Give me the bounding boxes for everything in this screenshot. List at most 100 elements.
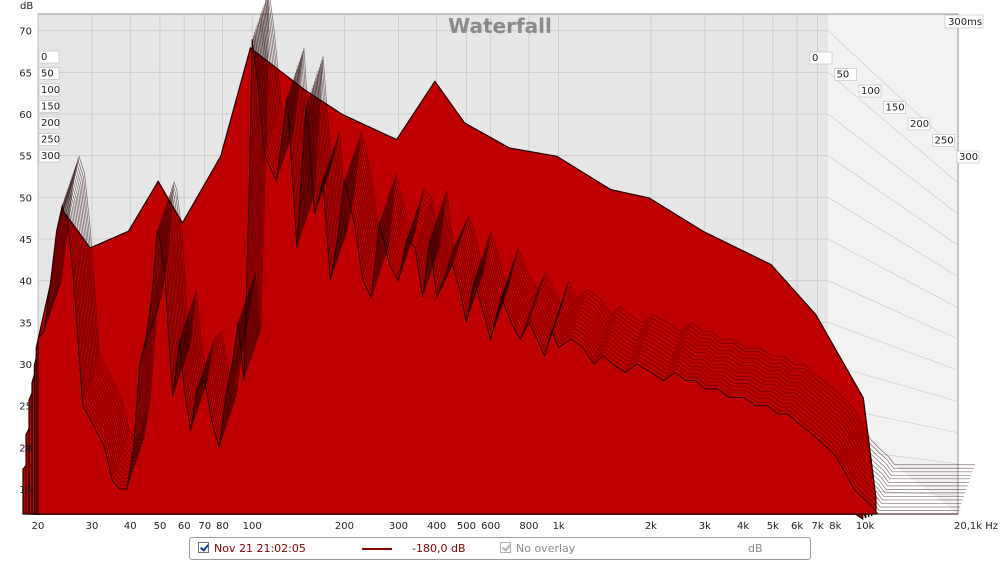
- x-tick-label: 2k: [645, 521, 657, 532]
- time-tick-box-left: [38, 83, 60, 97]
- time-tick-box-right: [809, 51, 833, 65]
- decay-ridge-line: [41, 28, 962, 504]
- y-tick-label: 35: [19, 318, 32, 329]
- x-tick-label: 300: [389, 521, 408, 532]
- time-tick-label-right: 0: [812, 53, 818, 64]
- unit-label: dB: [748, 542, 763, 555]
- time-tick-box-left: [38, 116, 60, 130]
- time-tick-box-left: [38, 133, 60, 146]
- grid-line-depth: [827, 113, 959, 215]
- y-tick-label: 55: [19, 152, 32, 163]
- decay-ridge-line: [38, 35, 960, 511]
- x-tick-label: 800: [519, 521, 538, 532]
- x-tick-label: 40: [124, 521, 137, 532]
- y-tick-label: 20: [19, 443, 32, 454]
- x-tick-label: 200: [335, 521, 354, 532]
- time-tick-label-left: 100: [41, 85, 60, 96]
- time-tick-label-right: 300: [959, 152, 978, 163]
- time-tick-label-right: 200: [910, 119, 929, 130]
- x-tick-label: 6k: [791, 521, 803, 532]
- y-tick-label: 70: [19, 27, 32, 38]
- time-tick-box-left: [38, 149, 60, 163]
- x-tick-label: 80: [216, 521, 229, 532]
- grid-line-depth: [827, 363, 959, 402]
- y-tick-label: 25: [19, 402, 32, 413]
- waterfall-plot[interactable]: Waterfall dB 15 20 25 30 35 40 45 50 55 60 65 70 20 30 4…: [0, 0, 1000, 536]
- x-tick-label: 30: [86, 521, 99, 532]
- front-slice-area: [37, 38, 958, 515]
- trace-line-swatch: [362, 548, 392, 550]
- time-tick-box-right: [834, 68, 857, 81]
- x-tick-label: 70: [198, 521, 211, 532]
- time-tick-box-right: [858, 84, 882, 98]
- chart-title: Waterfall: [448, 14, 552, 38]
- time-tick-box-left: [38, 67, 60, 80]
- decay-ridge-line: [54, 0, 975, 466]
- x-tick-label: 600: [481, 521, 500, 532]
- x-tick-label: 4k: [737, 521, 749, 532]
- time-tick-label-right: 150: [886, 103, 905, 114]
- y-tick-label: 60: [19, 110, 32, 121]
- time-tick-label-left: 0: [41, 52, 47, 63]
- y-axis-label: dB: [20, 1, 33, 12]
- time-axis-end-box: [944, 14, 984, 29]
- time-tick-label-left: 300: [41, 151, 60, 162]
- time-tick-box-right: [932, 134, 955, 147]
- grid-line-depth: [827, 280, 959, 340]
- grid-line-depth: [827, 155, 959, 246]
- grid-line-depth: [827, 197, 959, 277]
- decay-ridge-line: [40, 31, 961, 508]
- x-tick-label: 10k: [856, 521, 875, 532]
- grid-line-depth: [827, 238, 959, 309]
- x-tick-label: 8k: [829, 521, 841, 532]
- x-tick-label: 20,1k Hz: [954, 521, 998, 532]
- x-tick-label: 20: [32, 521, 45, 532]
- x-tick-label: 7k: [812, 521, 824, 532]
- time-tick-box-left: [38, 100, 60, 113]
- overlay-label: No overlay: [516, 542, 576, 555]
- time-tick-box-right: [907, 117, 931, 131]
- y-tick-label: 50: [19, 193, 32, 204]
- trace-name: Nov 21 21:02:05: [214, 542, 306, 555]
- x-tick-label: 1k: [553, 521, 565, 532]
- time-axis-end-label: 300ms: [948, 17, 982, 28]
- y-tick-label: 15: [19, 485, 32, 496]
- time-tick-label-left: 200: [41, 118, 60, 129]
- time-tick-box-right: [956, 150, 980, 164]
- time-tick-label-left: 250: [41, 135, 60, 146]
- x-tick-label: 5k: [767, 521, 779, 532]
- overlay-checkbox[interactable]: [500, 542, 511, 553]
- x-tick-label: 500: [457, 521, 476, 532]
- decay-ridge-line: [43, 21, 964, 497]
- x-tick-label: 50: [154, 521, 167, 532]
- y-tick-label: 30: [19, 360, 32, 371]
- decay-ridge-line: [46, 14, 967, 490]
- time-tick-box-left: [38, 50, 60, 64]
- time-tick-label-right: 250: [935, 136, 954, 147]
- x-tick-label: 100: [243, 521, 262, 532]
- decay-ridge-line: [42, 24, 963, 501]
- y-tick-label: 65: [19, 68, 32, 79]
- time-tick-label-left: 150: [41, 102, 60, 113]
- x-tick-label: 3k: [699, 521, 711, 532]
- x-tick-label: 400: [427, 521, 446, 532]
- decay-ridge-line: [47, 10, 968, 487]
- grid-line-depth: [827, 72, 959, 183]
- decay-ridge-line: [44, 17, 966, 494]
- trace-level: -180,0 dB: [412, 542, 466, 555]
- decay-ridge-line: [48, 7, 969, 483]
- grid-line-depth: [827, 30, 959, 152]
- y-tick-label: 45: [19, 235, 32, 246]
- x-tick-label: 60: [178, 521, 191, 532]
- y-tick-label: 40: [19, 277, 32, 288]
- time-tick-label-right: 50: [837, 70, 850, 81]
- time-tick-box-right: [883, 101, 906, 114]
- decay-ridge-line: [50, 0, 972, 476]
- decay-ridge-line: [53, 0, 974, 469]
- decay-ridge-line: [52, 0, 973, 473]
- trace-checkbox[interactable]: [198, 542, 209, 553]
- decay-ridge-line: [49, 3, 970, 480]
- time-tick-label-right: 100: [861, 86, 880, 97]
- time-tick-label-left: 50: [41, 69, 54, 80]
- grid-line-depth: [827, 322, 959, 371]
